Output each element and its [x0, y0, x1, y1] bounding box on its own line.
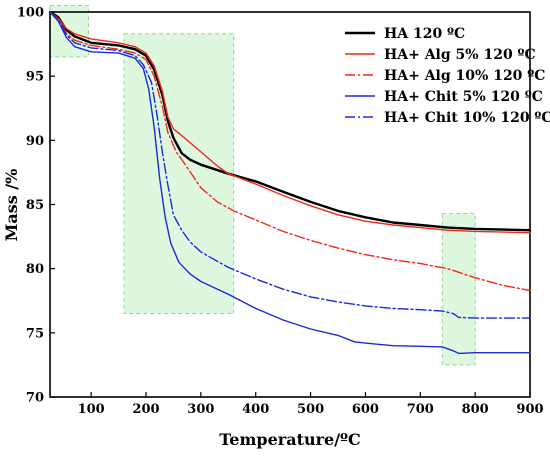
- highlight-regions: [49, 5, 476, 366]
- y-tick-label: 95: [26, 70, 44, 85]
- series-line-5: [49, 11, 531, 319]
- x-tick-label: 800: [462, 402, 489, 417]
- series-line-3: [49, 11, 531, 292]
- y-axis-title: Mass /%: [2, 169, 21, 242]
- legend: HA 120 ºC HA+ Alg 5% 120 ºC HA+ Alg 10% 12…: [345, 26, 550, 126]
- legend-label-5: HA+ Chit 10% 120 ºC: [384, 110, 550, 126]
- series-line-2: [49, 11, 531, 234]
- x-tick-label: 500: [297, 402, 324, 417]
- x-tick-label: 600: [352, 402, 379, 417]
- series-line-1: [48, 10, 532, 232]
- y-tick-label: 70: [26, 391, 44, 406]
- x-tick-label: 400: [242, 402, 269, 417]
- x-axis-title: Temperature/ºC: [219, 430, 361, 449]
- y-tick-label: 100: [17, 6, 44, 21]
- x-tick-label: 700: [407, 402, 434, 417]
- y-tick-label: 85: [26, 198, 44, 213]
- axis-ticks: 100 200 300 400 500 600 700 800 900 70 75 80 85 90 95 1…: [17, 6, 544, 418]
- y-tick-label: 90: [26, 134, 44, 149]
- legend-label-4: HA+ Chit 5% 120 ºC: [384, 89, 543, 105]
- legend-label-2: HA+ Alg 5% 120 ºC: [384, 47, 536, 63]
- legend-label-3: HA+ Alg 10% 120 ºC: [384, 68, 545, 84]
- x-tick-label: 300: [187, 402, 214, 417]
- series-line-4: [49, 11, 531, 355]
- highlight-region-3: [441, 213, 476, 366]
- highlight-region-2: [123, 33, 235, 314]
- y-tick-label: 80: [26, 262, 44, 277]
- legend-label-1: HA 120 ºC: [384, 26, 465, 42]
- x-tick-label: 200: [132, 402, 159, 417]
- x-tick-label: 900: [516, 402, 543, 417]
- x-tick-label: 100: [78, 402, 105, 417]
- series-lines: [48, 10, 532, 355]
- y-tick-label: 75: [26, 326, 44, 341]
